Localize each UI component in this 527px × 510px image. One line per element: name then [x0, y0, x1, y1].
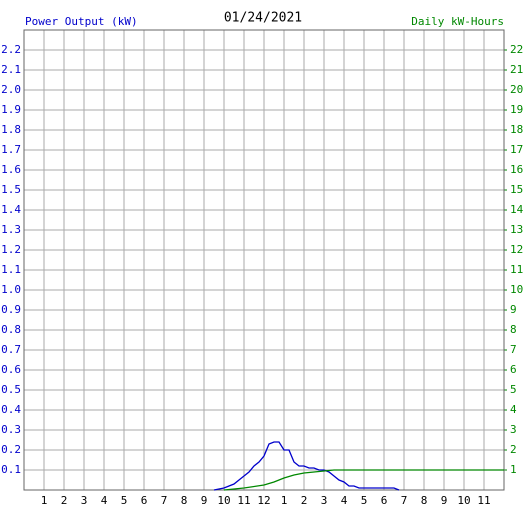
x-tick-label: 11 — [477, 494, 490, 507]
y2-tick-label: 13 — [510, 223, 523, 236]
y2-tick-label: 15 — [510, 183, 523, 196]
y-tick-label: 0.5 — [1, 383, 21, 396]
y2-tick-label: 21 — [510, 63, 523, 76]
y-tick-label: 1.9 — [1, 103, 21, 116]
x-tick-label: 10 — [217, 494, 230, 507]
y-tick-label: 1.3 — [1, 223, 21, 236]
y-tick-label: 0.3 — [1, 423, 21, 436]
x-tick-label: 2 — [61, 494, 68, 507]
y2-tick-label: 7 — [510, 343, 517, 356]
y-tick-label: 0.7 — [1, 343, 21, 356]
x-tick-label: 3 — [321, 494, 328, 507]
y-tick-label: 2.1 — [1, 63, 21, 76]
x-tick-label: 12 — [257, 494, 270, 507]
x-tick-label: 7 — [401, 494, 408, 507]
series-line — [213, 441, 400, 491]
x-tick-label: 9 — [201, 494, 208, 507]
y2-tick-label: 3 — [510, 423, 517, 436]
x-tick-label: 2 — [301, 494, 308, 507]
y2-tick-label: 19 — [510, 103, 523, 116]
y2-tick-label: 8 — [510, 323, 517, 336]
x-tick-label: 5 — [121, 494, 128, 507]
y2-tick-label: 22 — [510, 43, 523, 56]
y2-tick-label: 9 — [510, 303, 517, 316]
y-tick-label: 0.4 — [1, 403, 21, 416]
y-tick-label: 0.9 — [1, 303, 21, 316]
y-tick-label: 1.7 — [1, 143, 21, 156]
y2-tick-label: 4 — [510, 403, 517, 416]
x-tick-label: 7 — [161, 494, 168, 507]
y-tick-label: 1.1 — [1, 263, 21, 276]
y2-tick-label: 18 — [510, 123, 523, 136]
x-tick-label: 10 — [457, 494, 470, 507]
y-tick-label: 1.8 — [1, 123, 21, 136]
x-tick-label: 3 — [81, 494, 88, 507]
y-tick-label: 0.2 — [1, 443, 21, 456]
x-tick-label: 8 — [181, 494, 188, 507]
y-tick-label: 0.1 — [1, 463, 21, 476]
y2-tick-label: 11 — [510, 263, 523, 276]
x-tick-label: 1 — [41, 494, 48, 507]
y2-tick-label: 2 — [510, 443, 517, 456]
y2-tick-label: 10 — [510, 283, 523, 296]
x-tick-label: 4 — [101, 494, 108, 507]
y2-tick-label: 14 — [510, 203, 524, 216]
y2-tick-label: 5 — [510, 383, 517, 396]
plot-frame — [23, 29, 505, 491]
y-tick-label: 1.5 — [1, 183, 21, 196]
y-tick-label: 1.6 — [1, 163, 21, 176]
y-tick-label: 1.0 — [1, 283, 21, 296]
x-tick-label: 4 — [341, 494, 348, 507]
y-tick-label: 2.0 — [1, 83, 21, 96]
y2-tick-label: 1 — [510, 463, 517, 476]
x-tick-label: 6 — [381, 494, 388, 507]
y2-tick-label: 20 — [510, 83, 523, 96]
x-tick-label: 6 — [141, 494, 148, 507]
x-tick-label: 5 — [361, 494, 368, 507]
x-tick-label: 1 — [281, 494, 288, 507]
y2-tick-label: 17 — [510, 143, 523, 156]
y-tick-label: 0.8 — [1, 323, 21, 336]
y-tick-label: 1.2 — [1, 243, 21, 256]
y-tick-label: 1.4 — [1, 203, 21, 216]
chart-title: 01/24/2021 — [224, 11, 302, 26]
y2-axis-label: Daily kW-Hours — [411, 15, 504, 28]
y-tick-label: 2.2 — [1, 43, 21, 56]
y2-tick-label: 16 — [510, 163, 523, 176]
y2-tick-label: 6 — [510, 363, 517, 376]
x-tick-label: 9 — [441, 494, 448, 507]
series-line — [223, 469, 504, 491]
y2-tick-label: 12 — [510, 243, 523, 256]
y-tick-label: 0.6 — [1, 363, 21, 376]
y-axis-label: Power Output (kW) — [25, 15, 138, 28]
x-tick-label: 8 — [421, 494, 428, 507]
x-tick-label: 11 — [237, 494, 250, 507]
